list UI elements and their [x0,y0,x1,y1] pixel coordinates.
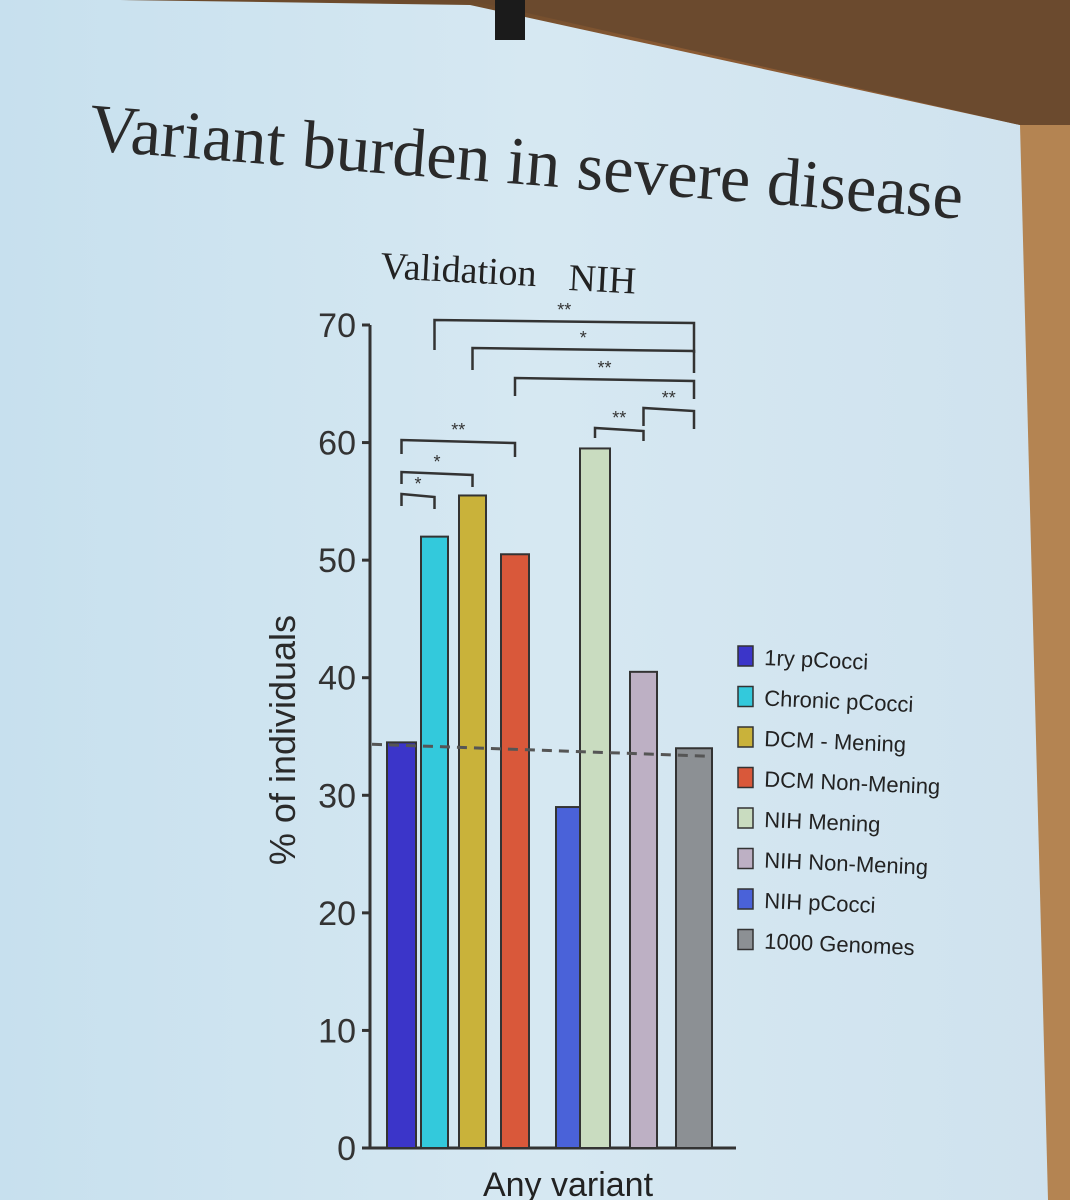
y-tick-label: 70 [318,307,356,345]
legend-swatch [737,928,754,951]
bar-1ry-pcocci [386,741,417,1150]
bar-dcm-non-mening [500,553,530,1149]
legend-swatch [737,807,754,829]
projector-mount [495,0,525,40]
x-axis-label: Any variant [483,1166,654,1200]
y-tick-label: 0 [337,1130,356,1168]
significance-bracket [400,492,436,509]
bar-nih-non-mening [629,670,658,1149]
reference-line [371,742,711,758]
significance-label: ** [612,408,626,428]
significance-brackets: ************* [400,300,696,509]
y-axis-label: % of individuals [262,615,303,865]
legend-label: NIH Mening [764,807,881,837]
legend-label: DCM - Mening [764,726,907,757]
significance-label: ** [662,388,676,408]
significance-bracket [400,470,474,487]
legend-swatch [737,685,754,708]
y-tick-label: 30 [318,777,356,815]
legend-swatch [737,645,754,667]
y-tick-label: 60 [318,425,356,463]
wall-edge [1020,125,1070,1200]
legend-label: NIH pCocci [764,888,876,918]
significance-label: ** [557,300,571,320]
y-tick-label: 50 [318,542,356,580]
y-tick-label: 40 [318,660,356,698]
legend-label: 1ry pCocci [764,645,869,675]
significance-bracket [593,426,645,441]
significance-label: ** [451,420,465,440]
legend-swatch [737,847,754,870]
significance-bracket [513,376,696,399]
bar-nih-pcocci [555,806,583,1149]
bar-chronic-pcocci [420,535,449,1149]
significance-bracket [433,318,696,353]
y-ticks: 0 10 20 30 40 50 60 70 [318,307,370,1168]
significance-bracket [400,438,517,457]
y-tick-label: 10 [318,1012,356,1050]
y-tick-label: 20 [318,895,356,933]
significance-bracket [471,346,696,373]
bar-nih-mening [579,447,611,1149]
bar-1000-genomes [675,747,713,1149]
legend-swatch [737,726,754,748]
significance-label: * [414,474,421,494]
nih-label: NIH [568,257,638,302]
bars [386,447,713,1150]
significance-bracket [642,406,696,429]
legend-swatch [737,766,754,789]
significance-label: * [580,328,587,348]
significance-label: * [433,452,440,472]
validation-label: Validation [380,245,538,295]
bar-dcm-mening [458,494,487,1149]
significance-label: ** [597,358,611,378]
legend-swatch [737,888,754,910]
ceiling-frame [470,0,1070,125]
